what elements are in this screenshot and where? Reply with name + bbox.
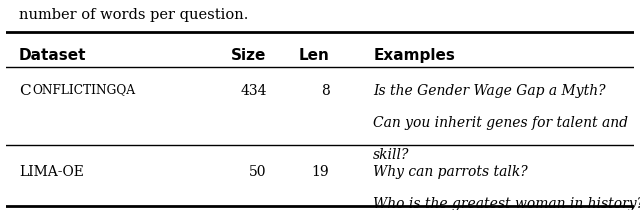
Text: Can you inherit genes for talent and: Can you inherit genes for talent and <box>373 116 628 130</box>
Text: Size: Size <box>231 48 267 63</box>
Text: Len: Len <box>298 48 330 63</box>
Text: 50: 50 <box>249 165 267 179</box>
Text: C: C <box>19 84 31 98</box>
Text: 8: 8 <box>321 84 330 98</box>
Text: 19: 19 <box>312 165 330 179</box>
Text: skill?: skill? <box>373 148 410 162</box>
Text: number of words per question.: number of words per question. <box>19 8 248 22</box>
Text: Is the Gender Wage Gap a Myth?: Is the Gender Wage Gap a Myth? <box>373 84 606 98</box>
Text: LIMA-OE: LIMA-OE <box>19 165 84 179</box>
Text: Who is the greatest woman in history?: Who is the greatest woman in history? <box>373 197 640 210</box>
Text: Why can parrots talk?: Why can parrots talk? <box>373 165 528 179</box>
Text: ONFLICTINGQA: ONFLICTINGQA <box>33 84 136 97</box>
Text: 434: 434 <box>240 84 267 98</box>
Text: Dataset: Dataset <box>19 48 86 63</box>
Text: Examples: Examples <box>373 48 455 63</box>
